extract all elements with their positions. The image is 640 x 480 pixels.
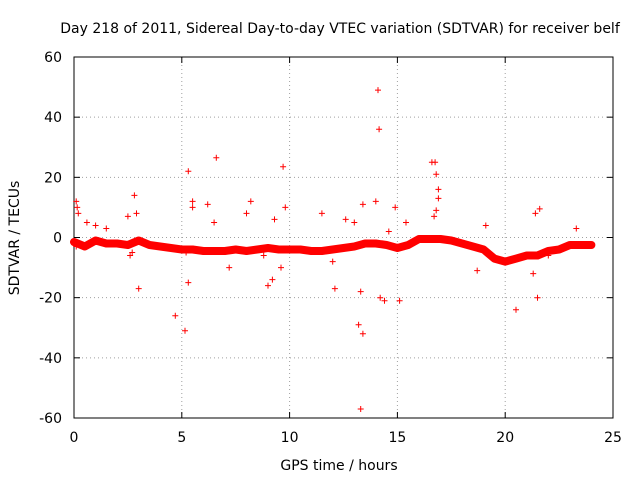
data-point [73, 243, 80, 250]
data-point [375, 87, 381, 94]
data-point [433, 207, 440, 214]
x-tick-label: 15 [388, 430, 406, 446]
data-point [103, 225, 110, 232]
data-point [260, 252, 267, 259]
x-tick-label: 5 [177, 430, 186, 446]
y-tick-label: -20 [39, 291, 62, 307]
data-point [355, 321, 362, 328]
y-tick-label: 60 [44, 50, 62, 66]
y-tick-label: 0 [53, 231, 62, 247]
chart-title: Day 218 of 2011, Sidereal Day-to-day VTE… [60, 21, 621, 37]
x-tick-label: 20 [496, 430, 514, 446]
y-tick-label: -60 [39, 411, 62, 427]
data-point [392, 204, 399, 211]
data-point [182, 327, 188, 334]
data-point [133, 210, 140, 217]
x-tick-label: 10 [281, 430, 299, 446]
data-point [185, 168, 192, 175]
data-point [172, 312, 179, 319]
data-point [226, 264, 233, 271]
y-tick-label: -40 [39, 351, 62, 367]
data-point [213, 154, 220, 161]
x-tick-label: 25 [604, 430, 622, 446]
data-point [189, 198, 196, 205]
data-point [183, 249, 190, 256]
y-tick-label: 40 [44, 110, 62, 126]
data-point [359, 201, 366, 208]
data-point [474, 267, 481, 274]
data-point [357, 406, 364, 412]
data-point [318, 210, 325, 217]
data-point [243, 210, 250, 217]
data-points [73, 87, 580, 412]
data-point [351, 219, 358, 226]
data-point [376, 126, 383, 133]
data-point [396, 297, 403, 304]
data-point [278, 264, 284, 271]
data-point [357, 288, 364, 295]
grid-lines [74, 57, 613, 418]
y-tick-label: 20 [44, 170, 62, 186]
data-point [185, 279, 192, 286]
data-point [265, 282, 271, 289]
data-point [75, 210, 82, 217]
data-point [135, 285, 142, 292]
data-point [211, 219, 218, 226]
x-tick-label: 0 [70, 430, 79, 446]
data-point [331, 285, 338, 292]
data-point [562, 243, 569, 250]
data-point [435, 186, 442, 193]
data-point [271, 216, 278, 223]
sdtvar-main-band [70, 235, 596, 266]
data-point [532, 210, 539, 217]
data-point [385, 228, 392, 235]
data-point [129, 249, 136, 256]
data-point [435, 195, 442, 202]
data-point [431, 213, 438, 220]
data-point [530, 270, 537, 277]
data-point [73, 198, 80, 205]
data-point [204, 201, 211, 208]
data-point [189, 204, 196, 211]
axis-ticks: 0 5 10 15 20 25 -60 -40 -20 0 20 40 60 [39, 50, 622, 446]
data-point [432, 159, 439, 166]
data-point [247, 198, 254, 205]
data-point [482, 222, 489, 229]
data-point [280, 163, 287, 170]
data-point [372, 198, 379, 205]
data-band [70, 235, 596, 266]
data-point [403, 219, 409, 226]
data-point [377, 294, 384, 301]
data-point [342, 216, 349, 223]
data-point [433, 171, 440, 178]
data-point [545, 252, 552, 259]
data-point [573, 225, 580, 232]
data-point [282, 204, 289, 211]
data-point [83, 219, 90, 226]
data-point [534, 294, 541, 301]
data-point [74, 204, 81, 211]
y-axis-label: SDTVAR / TECUs [7, 181, 23, 296]
x-axis-label: GPS time / hours [280, 458, 397, 474]
data-point [269, 276, 276, 283]
data-point [359, 330, 366, 337]
data-point [513, 306, 519, 313]
data-point [124, 213, 131, 220]
data-point [329, 258, 336, 265]
data-point [131, 192, 138, 199]
data-point [381, 297, 388, 304]
data-point [536, 205, 543, 212]
data-point [92, 222, 99, 229]
